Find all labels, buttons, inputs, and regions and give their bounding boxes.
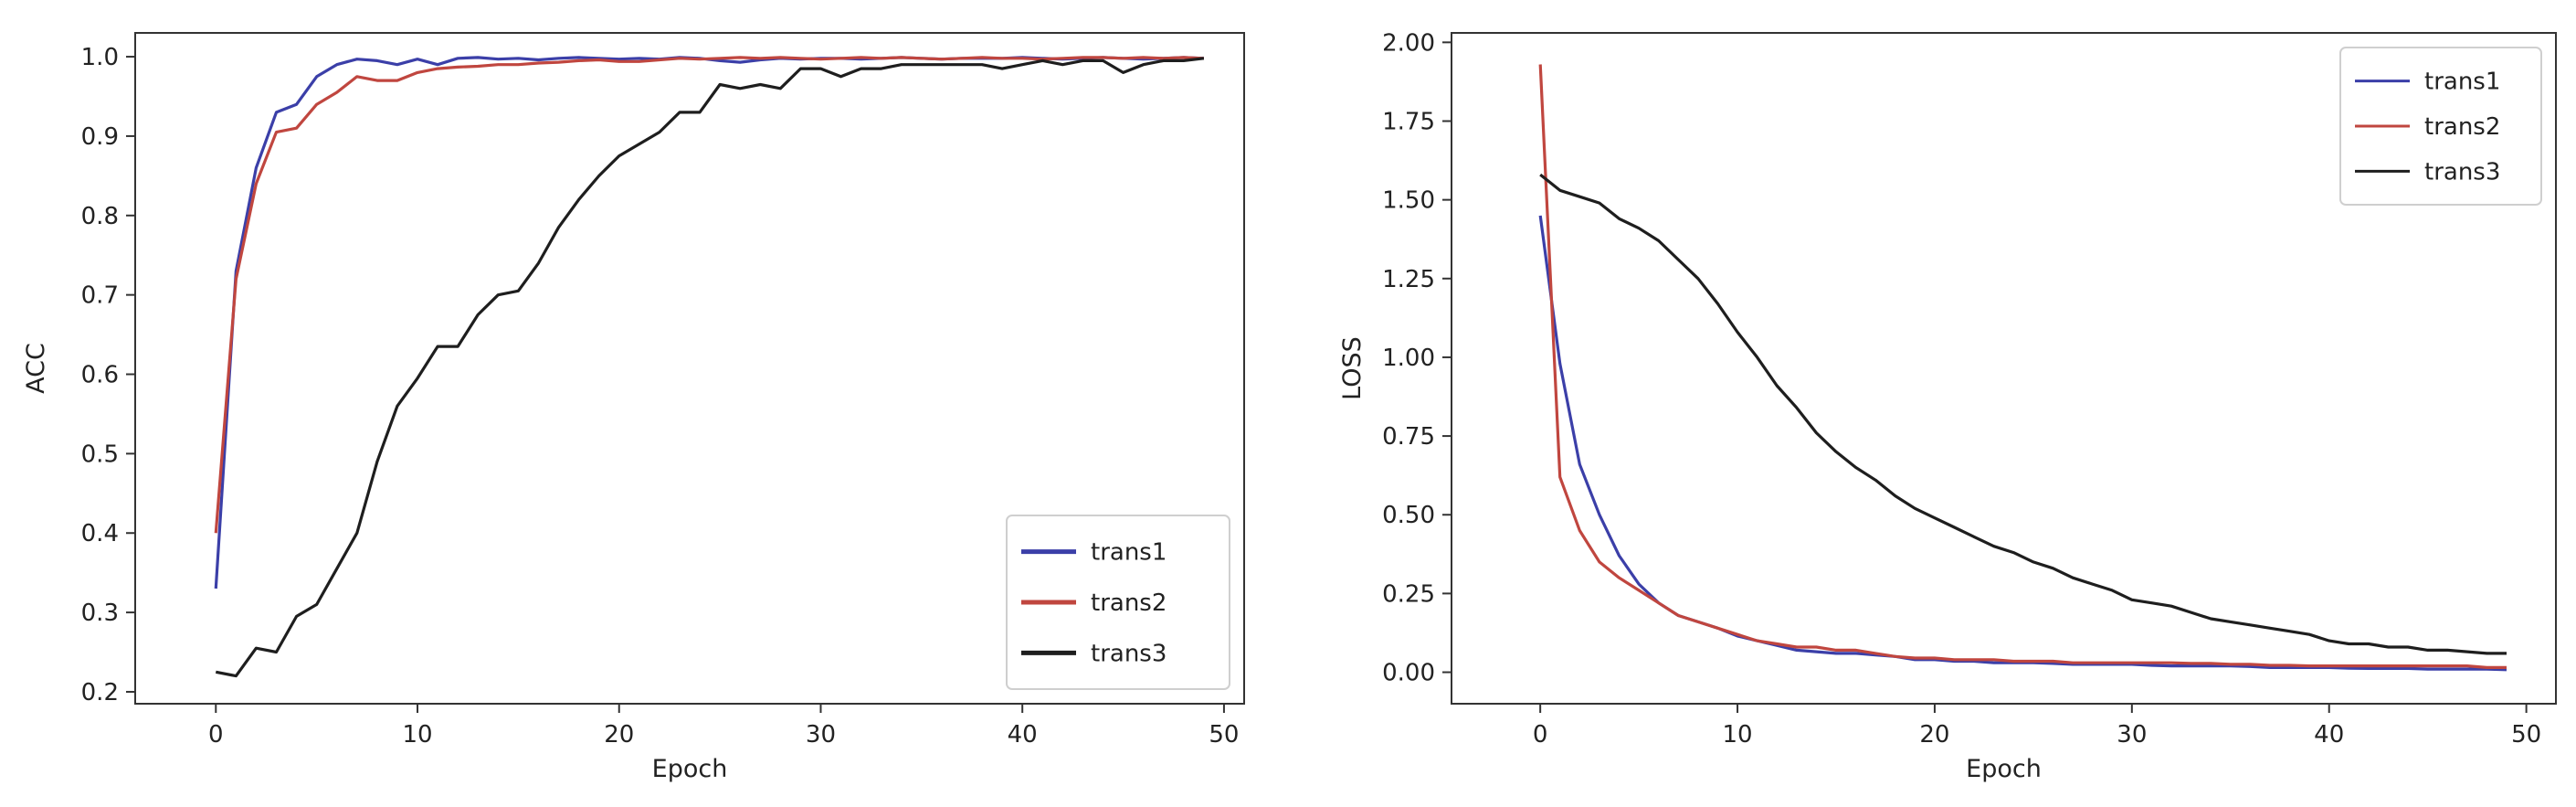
loss-y-tick-label: 2.00 bbox=[1382, 29, 1435, 57]
loss-legend-label-trans1: trans1 bbox=[2424, 69, 2500, 96]
acc-x-tick-label: 10 bbox=[402, 721, 432, 749]
loss-y-tick-label: 1.25 bbox=[1382, 266, 1435, 293]
loss-y-tick-label: 0.00 bbox=[1382, 660, 1435, 687]
acc-x-axis-label: Epoch bbox=[652, 755, 728, 783]
acc-y-tick-label: 1.0 bbox=[81, 44, 119, 71]
acc-x-tick-label: 30 bbox=[806, 721, 836, 749]
loss-series-line-trans3 bbox=[1539, 173, 2507, 655]
loss-y-tick-label: 0.50 bbox=[1382, 502, 1435, 529]
loss-x-tick-label: 0 bbox=[1533, 721, 1548, 749]
loss-y-tick-label: 1.00 bbox=[1382, 345, 1435, 372]
loss-legend-label-trans2: trans2 bbox=[2424, 113, 2500, 141]
acc-legend-label-trans3: trans3 bbox=[1091, 640, 1167, 667]
acc-series-line-trans3 bbox=[215, 57, 1205, 678]
loss-y-tick-label: 1.50 bbox=[1382, 187, 1435, 215]
loss-legend-box bbox=[2339, 47, 2542, 206]
loss-y-tick-label: 1.75 bbox=[1382, 108, 1435, 135]
acc-y-axis-label: ACC bbox=[22, 343, 50, 394]
acc-y-tick-label: 0.6 bbox=[81, 362, 119, 389]
acc-legend-label-trans1: trans1 bbox=[1091, 539, 1167, 567]
acc-x-tick-label: 0 bbox=[208, 721, 224, 749]
acc-chart: 0 10 20 30 40 50 0.2 0.3 0.4 0.5 0.6 0.7 0.8 0.9 1.0 Ep… bbox=[22, 32, 1245, 783]
acc-axes-frame bbox=[134, 32, 1245, 705]
loss-legend-label-trans3: trans3 bbox=[2424, 158, 2500, 186]
acc-y-tick-label: 0.5 bbox=[81, 441, 119, 468]
loss-series-line-trans2 bbox=[1538, 64, 2507, 670]
acc-y-tick-label: 0.3 bbox=[81, 600, 119, 627]
loss-y-tick-label: 0.25 bbox=[1382, 580, 1435, 608]
acc-x-tick-label: 40 bbox=[1008, 721, 1038, 749]
loss-x-tick-label: 20 bbox=[1919, 721, 1949, 749]
loss-x-tick-label: 40 bbox=[2314, 721, 2344, 749]
loss-axes-frame bbox=[1451, 32, 2557, 705]
acc-chart-panel: 0 10 20 30 40 50 0.2 0.3 0.4 0.5 0.6 0.7 0.8 0.9 1.0 Ep… bbox=[22, 32, 1245, 783]
loss-series-line-trans1 bbox=[1538, 215, 2507, 672]
acc-legend-label-trans2: trans2 bbox=[1091, 589, 1167, 617]
acc-y-tick-label: 0.9 bbox=[81, 123, 119, 151]
acc-x-tick-label: 50 bbox=[1209, 721, 1239, 749]
loss-chart: 0 10 20 30 40 50 0.00 0.25 0.50 0.75 1.00 1.25 1.50 1… bbox=[1338, 29, 2557, 783]
acc-series-line-trans2 bbox=[214, 56, 1204, 534]
loss-y-tick-label: 0.75 bbox=[1382, 423, 1435, 451]
acc-x-tick-label: 20 bbox=[604, 721, 634, 749]
loss-legend: trans1 trans2 trans3 bbox=[2339, 47, 2542, 206]
loss-x-tick-label: 10 bbox=[1722, 721, 1752, 749]
acc-y-tick-label: 0.2 bbox=[81, 679, 119, 706]
acc-legend: trans1 trans2 trans3 bbox=[1006, 515, 1230, 690]
acc-y-tick-label: 0.8 bbox=[81, 203, 119, 230]
loss-y-axis-label: LOSS bbox=[1338, 336, 1367, 400]
loss-x-axis-label: Epoch bbox=[1966, 755, 2042, 783]
loss-x-tick-label: 50 bbox=[2511, 721, 2541, 749]
loss-chart-panel: 0 10 20 30 40 50 0.00 0.25 0.50 0.75 1.00 1.25 1.50 1… bbox=[1297, 0, 2576, 807]
acc-y-tick-label: 0.4 bbox=[81, 520, 119, 547]
acc-legend-box bbox=[1006, 515, 1230, 690]
loss-x-tick-label: 30 bbox=[2117, 721, 2147, 749]
acc-y-tick-label: 0.7 bbox=[81, 282, 119, 310]
